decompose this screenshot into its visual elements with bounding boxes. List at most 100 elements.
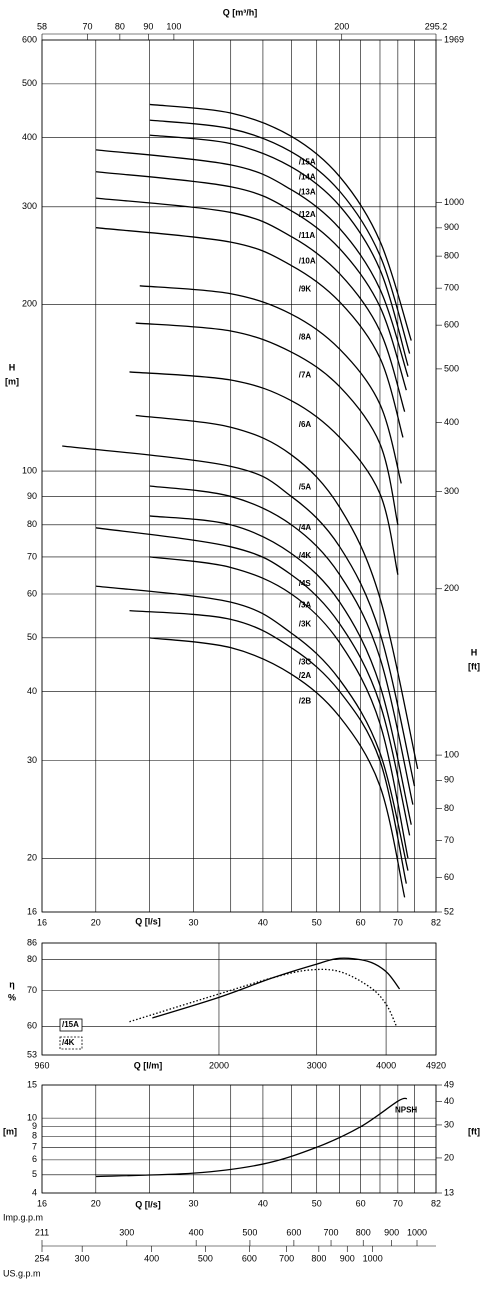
y-axis-unit: [m] — [3, 1126, 17, 1136]
scale-tick-label: 800 — [311, 1253, 326, 1263]
curve-label: /6A — [299, 420, 312, 429]
x-axis-title: Q [l/s] — [135, 1199, 161, 1209]
x-tick-label: 20 — [91, 1198, 101, 1208]
scale-tick-label: 300 — [119, 1227, 134, 1237]
y2-tick-label: 20 — [444, 1152, 454, 1162]
x-tick-label: 4000 — [376, 1060, 396, 1070]
x-tick-label: 60 — [356, 917, 366, 927]
y-tick-label: 90 — [27, 491, 37, 501]
y2-axis-title: H — [471, 647, 478, 657]
y-tick-label: 15 — [27, 1079, 37, 1089]
x-tick-label: 50 — [312, 1198, 322, 1208]
y2-tick-label: 1969 — [444, 34, 464, 44]
y-axis-unit: % — [8, 992, 16, 1002]
x-tick-label: 70 — [393, 917, 403, 927]
x2-tick-label: 70 — [83, 21, 93, 31]
y2-axis-unit: [ft] — [468, 1126, 480, 1136]
curve-label: /3K — [299, 620, 312, 629]
y2-tick-label: 400 — [444, 417, 459, 427]
y2-tick-label: 800 — [444, 250, 459, 260]
y-tick-label: 70 — [27, 985, 37, 995]
scale-tick-label: 500 — [198, 1253, 213, 1263]
scale-tick-label: 1000 — [363, 1253, 383, 1263]
y2-tick-label: 300 — [444, 486, 459, 496]
x2-tick-label: 90 — [143, 21, 153, 31]
curve-label: NPSH — [395, 1106, 417, 1115]
y-tick-label: 50 — [27, 632, 37, 642]
x-tick-label: 30 — [189, 917, 199, 927]
scale-tick-label: 900 — [384, 1227, 399, 1237]
y-tick-label: 7 — [32, 1142, 37, 1152]
curve — [95, 527, 411, 836]
curve-label: /11A — [299, 231, 316, 240]
legend-box — [59, 1036, 83, 1050]
x-tick-label: 960 — [34, 1060, 49, 1070]
curve — [95, 1097, 408, 1178]
curve — [95, 149, 409, 377]
curve — [95, 227, 404, 438]
y-tick-label: 100 — [22, 465, 37, 475]
curve — [149, 556, 409, 859]
y2-tick-label: 200 — [444, 583, 459, 593]
curve — [149, 637, 406, 898]
x-tick-label: 20 — [91, 917, 101, 927]
curve — [139, 285, 402, 484]
legend-label: /15A — [62, 1020, 79, 1029]
scale-tick-label: 700 — [324, 1227, 339, 1237]
scale-label: Imp.g.p.m — [3, 1212, 43, 1222]
scale-tick-label: 800 — [356, 1227, 371, 1237]
y-tick-label: 300 — [22, 201, 37, 211]
curve-label: /10A — [299, 256, 316, 265]
scale-tick-label: 900 — [340, 1253, 355, 1263]
y-axis-unit: [m] — [5, 376, 19, 386]
scale-tick-label: 600 — [242, 1253, 257, 1263]
y-tick-label: 80 — [27, 954, 37, 964]
curve — [135, 414, 419, 770]
x-axis-title: Q [l/m] — [134, 1060, 163, 1070]
curve-label: /7A — [299, 370, 312, 379]
y-tick-label: 30 — [27, 755, 37, 765]
x-tick-label: 30 — [189, 1198, 199, 1208]
x-tick-label: 50 — [312, 917, 322, 927]
x-tick-label: 16 — [37, 1198, 47, 1208]
y-tick-label: 500 — [22, 78, 37, 88]
curve-label: /4A — [299, 523, 312, 532]
y-tick-label: 16 — [27, 906, 37, 916]
y-tick-label: 20 — [27, 853, 37, 863]
y2-tick-label: 70 — [444, 835, 454, 845]
y-tick-label: 200 — [22, 299, 37, 309]
y-axis-title: η — [9, 979, 15, 989]
y2-tick-label: 100 — [444, 749, 459, 759]
curve-label: /4S — [299, 579, 312, 588]
y-axis-title: H — [9, 362, 16, 372]
curve-label: /4K — [299, 551, 312, 560]
x-tick-label: 16 — [37, 917, 47, 927]
y-tick-label: 8 — [32, 1131, 37, 1141]
curve — [135, 322, 399, 525]
y-tick-label: 6 — [32, 1154, 37, 1164]
x-tick-label: 82 — [431, 917, 441, 927]
curve — [152, 957, 401, 1019]
y2-tick-label: 30 — [444, 1119, 454, 1129]
x-tick-label: 40 — [258, 917, 268, 927]
curve — [95, 585, 409, 871]
y2-tick-label: 1000 — [444, 197, 464, 207]
scale-tick-label: 211 — [35, 1227, 49, 1237]
y2-tick-label: 500 — [444, 363, 459, 373]
x-tick-label: 82 — [431, 1198, 441, 1208]
y-tick-label: 40 — [27, 686, 37, 696]
y2-tick-label: 49 — [444, 1079, 454, 1089]
curve — [149, 103, 412, 341]
scale-tick-label: 1000 — [407, 1227, 427, 1237]
curve-label: /8A — [299, 333, 312, 342]
curve — [95, 171, 407, 391]
y-tick-label: 86 — [27, 937, 37, 947]
y-tick-label: 53 — [27, 1049, 37, 1059]
x2-tick-label: 200 — [334, 21, 349, 31]
x-tick-label: 60 — [356, 1198, 366, 1208]
curve — [149, 134, 409, 366]
curve — [149, 515, 412, 825]
legend-box — [59, 1018, 83, 1032]
y2-tick-label: 90 — [444, 775, 454, 785]
